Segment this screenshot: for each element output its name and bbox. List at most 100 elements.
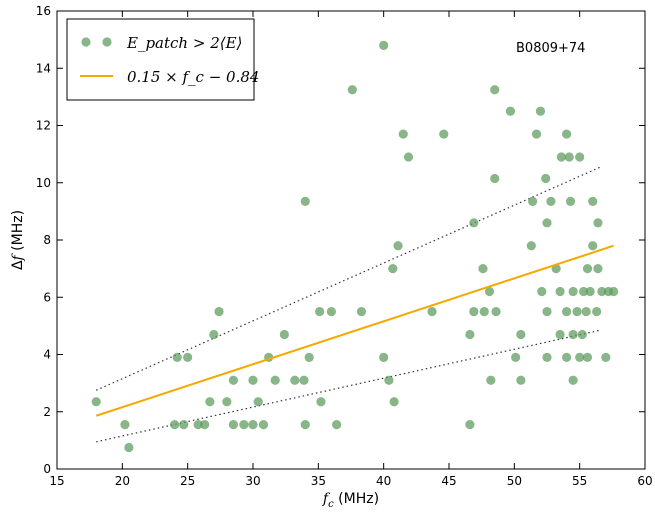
x-axis-ticks: 15 20 25 30 35 40 45 50 55 60 <box>49 11 653 488</box>
y-tick-label: 16 <box>36 4 51 18</box>
x-axis-label-unit: (MHz) <box>334 491 379 507</box>
data-point <box>393 241 403 251</box>
data-point <box>609 286 619 297</box>
data-point <box>427 306 437 317</box>
data-point <box>384 375 394 385</box>
x-tick-label: 60 <box>637 474 652 488</box>
data-point <box>572 306 582 317</box>
x-tick-label: 45 <box>441 474 456 488</box>
data-point <box>300 420 310 430</box>
data-point <box>526 241 536 251</box>
y-axis-ticks: 0 2 4 6 8 10 12 14 16 <box>36 4 645 476</box>
y-tick-label: 6 <box>43 290 51 304</box>
y-tick-label: 14 <box>36 61 51 75</box>
data-point <box>465 420 475 430</box>
data-point <box>228 375 238 385</box>
pulsar-name-annotation: B0809+74 <box>516 41 585 56</box>
data-point <box>465 329 475 340</box>
x-tick-label: 40 <box>376 474 391 488</box>
data-point <box>568 329 578 340</box>
data-point <box>120 420 130 430</box>
data-point <box>484 286 495 297</box>
x-tick-label: 15 <box>49 474 64 488</box>
data-point <box>478 264 488 274</box>
data-point <box>214 306 224 317</box>
data-point <box>469 218 479 228</box>
data-point <box>565 196 576 206</box>
data-point <box>172 352 182 362</box>
legend-box <box>66 18 255 101</box>
x-tick-label: 35 <box>311 474 326 488</box>
data-point <box>248 420 258 430</box>
data-point <box>170 420 180 430</box>
y-tick-label: 4 <box>43 348 51 362</box>
data-point <box>379 40 389 50</box>
data-point <box>542 218 552 228</box>
x-tick-label: 20 <box>115 474 130 488</box>
y-axis-label-sym: Δ <box>10 260 26 270</box>
legend-marker-points <box>102 37 112 47</box>
y-tick-label: 8 <box>43 233 51 247</box>
x-axis-label-sub: c <box>328 499 334 510</box>
data-point <box>537 286 547 297</box>
x-tick-label: 30 <box>245 474 260 488</box>
data-point <box>541 173 551 184</box>
data-point <box>299 375 309 385</box>
legend-label-points: E_patch > 2⟨E⟩ <box>126 34 242 52</box>
x-tick-label: 25 <box>180 474 195 488</box>
data-point <box>601 352 611 362</box>
data-point <box>542 306 552 317</box>
data-point <box>388 264 398 274</box>
data-point <box>279 329 289 340</box>
data-point <box>531 129 542 139</box>
data-point <box>582 352 593 362</box>
x-axis-label-var: f <box>322 491 331 507</box>
data-point <box>562 129 572 139</box>
fit-line <box>95 244 614 417</box>
plot-area <box>91 40 619 453</box>
data-point <box>575 152 585 162</box>
data-point <box>183 352 193 362</box>
data-point <box>356 306 367 317</box>
data-point <box>490 85 500 95</box>
legend-label-fit-line: 0.15 × f_c − 0.84 <box>127 68 259 86</box>
data-point <box>258 420 269 430</box>
legend-marker-points <box>81 37 91 47</box>
data-point <box>222 397 232 407</box>
data-point <box>332 420 342 430</box>
data-point <box>516 329 526 340</box>
data-point <box>179 420 189 430</box>
data-point <box>124 442 134 453</box>
x-tick-label: 55 <box>572 474 587 488</box>
data-point <box>568 286 578 297</box>
y-axis-label-unit: (MHz) <box>10 210 26 255</box>
data-point <box>582 264 593 274</box>
x-tick-label: 50 <box>507 474 522 488</box>
data-point <box>542 352 552 362</box>
data-point <box>315 306 325 317</box>
data-point <box>205 397 215 407</box>
data-point <box>528 196 538 206</box>
data-point <box>588 196 598 206</box>
data-point <box>228 420 238 430</box>
data-point <box>193 420 203 430</box>
data-point <box>546 196 556 206</box>
upper-bound-line <box>95 166 601 391</box>
y-tick-label: 2 <box>43 405 51 419</box>
legend: E_patch > 2⟨E⟩ 0.15 × f_c − 0.84 <box>66 18 259 101</box>
data-point <box>556 152 566 162</box>
data-point <box>209 329 219 340</box>
data-point <box>535 106 546 116</box>
data-point <box>379 352 389 362</box>
data-point <box>248 375 258 385</box>
y-tick-label: 0 <box>43 462 51 476</box>
data-point <box>505 106 516 116</box>
data-point <box>290 375 300 385</box>
data-point <box>270 375 280 385</box>
data-point <box>593 264 603 274</box>
data-point <box>555 329 565 340</box>
data-point <box>304 352 314 362</box>
y-tick-label: 12 <box>36 119 51 133</box>
data-point <box>439 129 449 139</box>
